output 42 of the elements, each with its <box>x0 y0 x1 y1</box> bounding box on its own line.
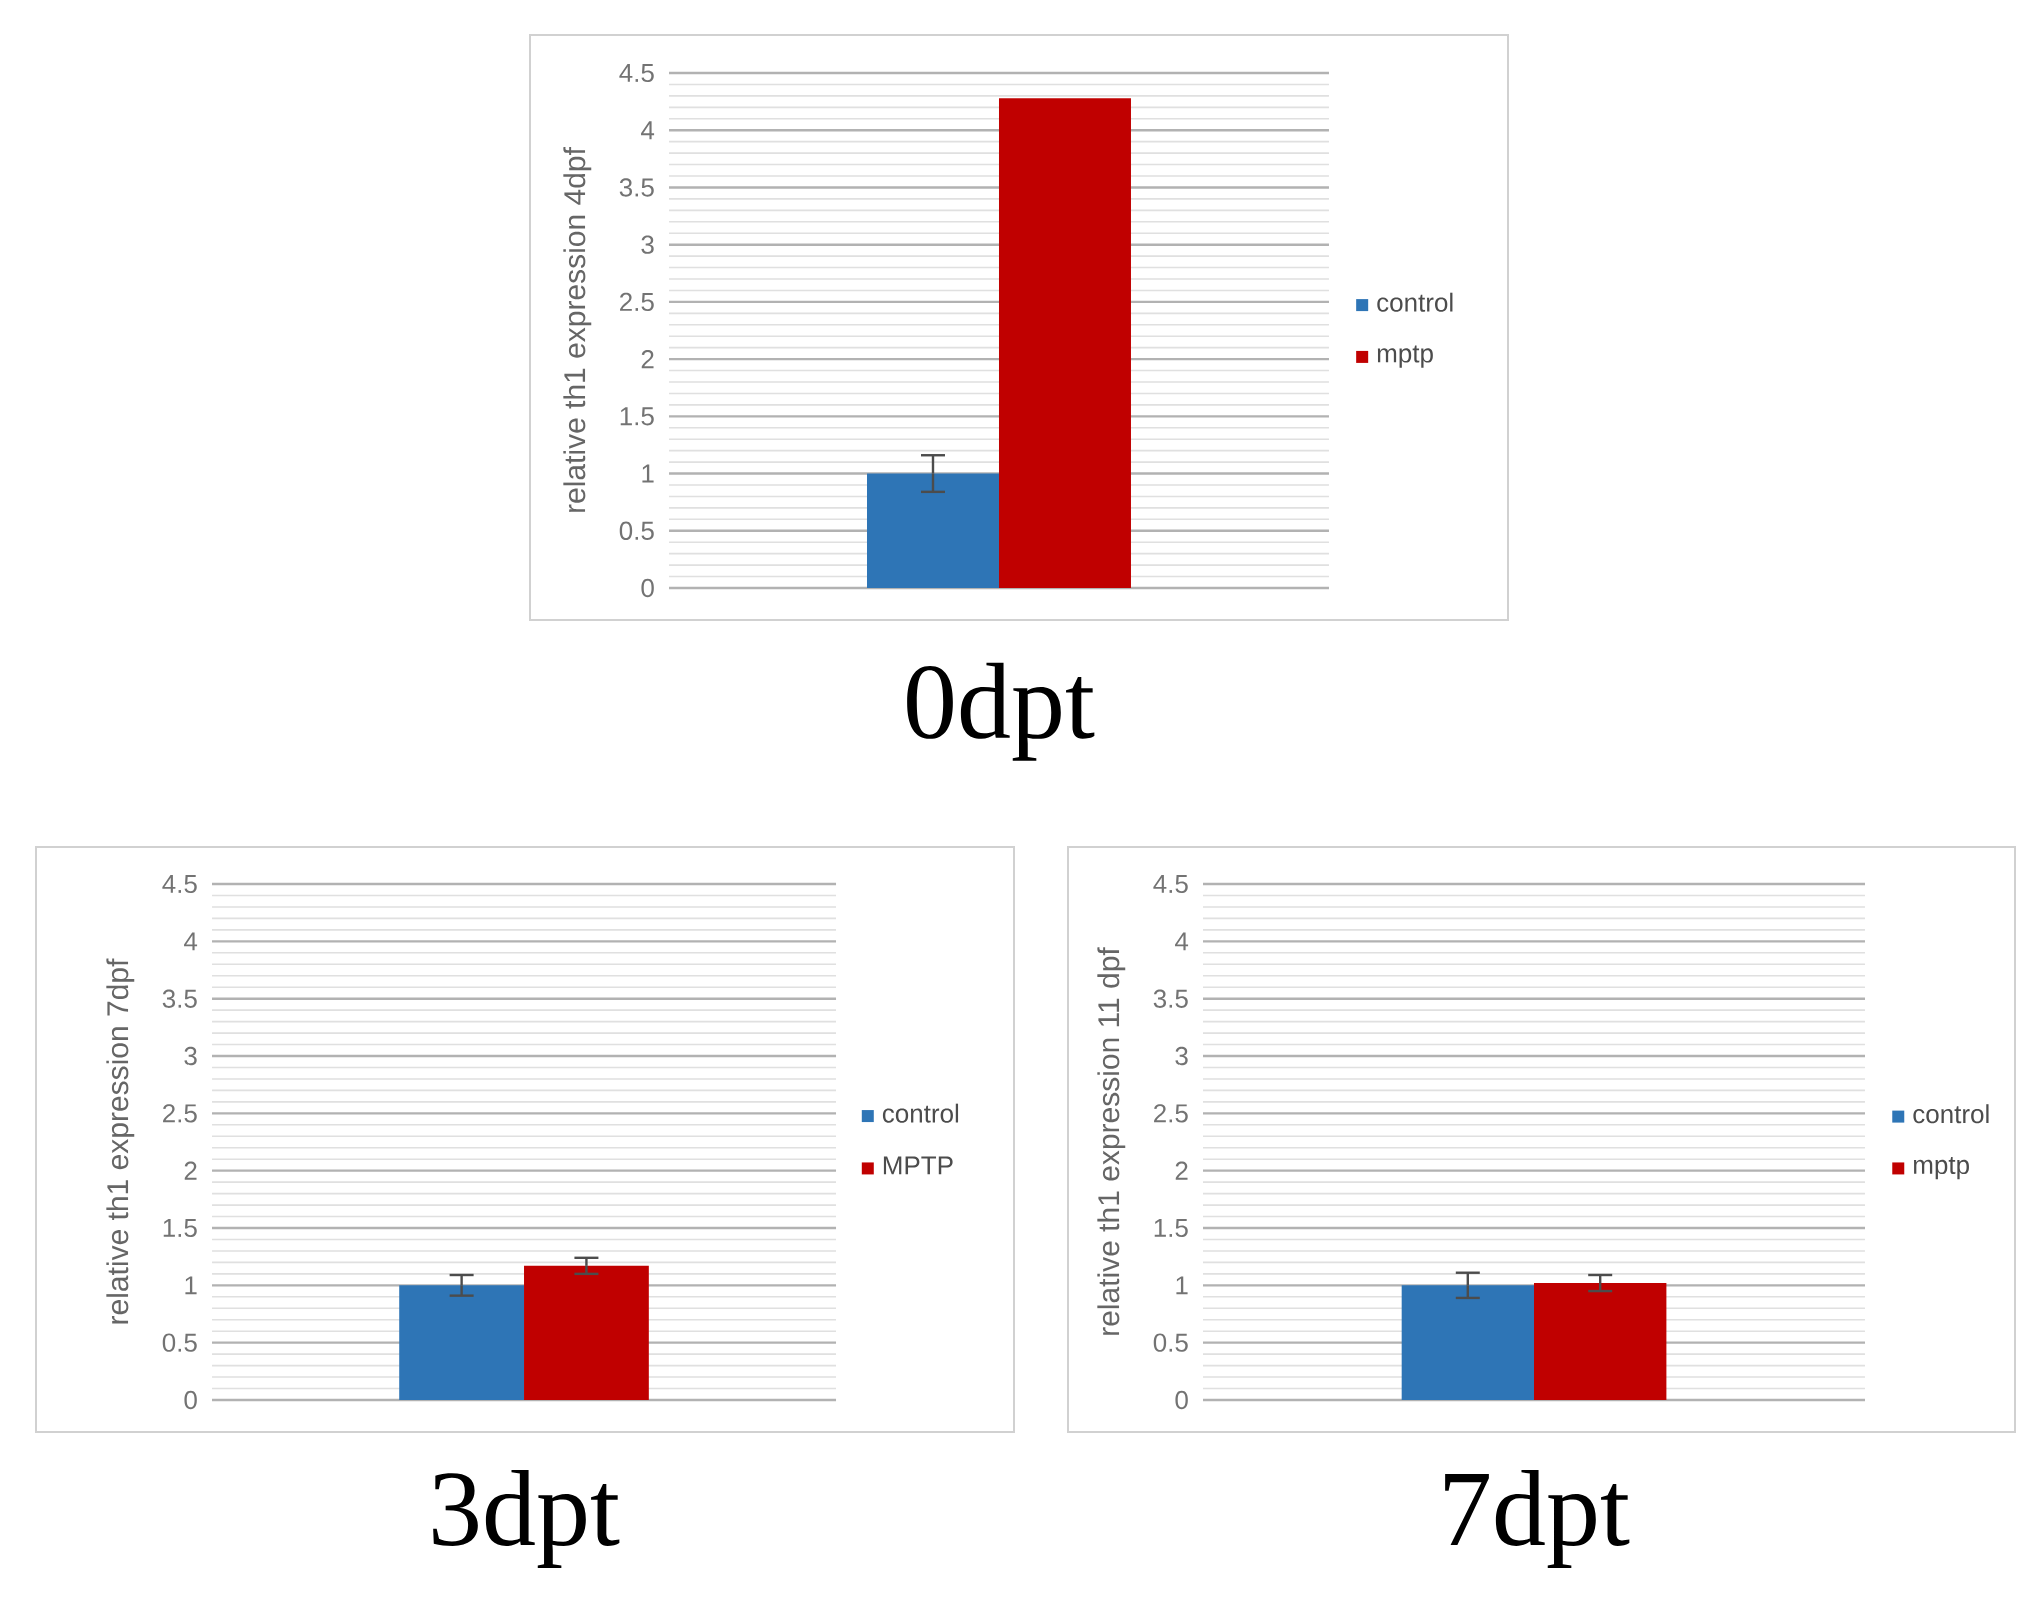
text: 0dpt <box>907 662 1095 761</box>
y-tick-label: 4 <box>1175 932 1189 951</box>
y-tick-label: 2.5 <box>1154 1104 1188 1123</box>
y-tick-label: 2.5 <box>163 1104 197 1123</box>
y-tick-label: 0.5 <box>162 1333 197 1352</box>
y-tick-label: 1.5 <box>1154 1218 1188 1238</box>
y-tick-label: 2 <box>641 350 654 369</box>
y-tick-label: 2 <box>1175 1161 1188 1180</box>
y-tick-label: 4.5 <box>619 63 654 83</box>
y-tick-label: 0 <box>1175 1390 1188 1410</box>
y-tick-label: 3.5 <box>619 178 654 197</box>
y-tick-label: 4 <box>184 932 198 951</box>
y-tick-label: 1 <box>1176 1276 1188 1295</box>
legend-label: mptp <box>1377 345 1433 368</box>
legend-label: mptp <box>1913 1157 1969 1180</box>
y-tick-label: 0 <box>184 1390 197 1410</box>
y-tick-label: 1 <box>185 1276 197 1295</box>
y-axis-title: relative th1 expression 11 dpf <box>1097 947 1126 1335</box>
legend-label: control <box>1913 1104 1989 1124</box>
y-tick-label: 2.5 <box>620 292 654 312</box>
y-tick-label: 4.5 <box>162 874 197 894</box>
y-tick-label: 0.5 <box>619 521 654 540</box>
y-tick-label: 1.5 <box>163 1218 197 1238</box>
y-tick-label: 4 <box>641 121 655 140</box>
y-tick-label: 3.5 <box>162 989 197 1008</box>
y-axis-title: relative th1 expression 7dpf <box>106 958 135 1324</box>
legend-label: control <box>882 1103 959 1123</box>
y-axis-title: relative th1 expression 4dpf <box>563 147 592 512</box>
y-tick-label: 0.5 <box>1153 1333 1188 1352</box>
y-tick-label: 4.5 <box>1153 874 1188 894</box>
y-tick-label: 0 <box>641 578 654 598</box>
legend-label: control <box>1377 292 1453 312</box>
y-tick-label: 1 <box>642 464 654 483</box>
y-tick-label: 2 <box>184 1161 197 1180</box>
legend-label: MPTP <box>883 1156 953 1175</box>
text: 7dpt <box>1445 1469 1630 1568</box>
text: 3dpt <box>433 1469 620 1568</box>
y-tick-label: 3 <box>641 235 654 254</box>
y-tick-label: 3 <box>184 1046 197 1066</box>
y-tick-label: 3.5 <box>1153 989 1188 1008</box>
y-tick-label: 1.5 <box>620 407 654 426</box>
y-tick-label: 3 <box>1175 1046 1188 1066</box>
